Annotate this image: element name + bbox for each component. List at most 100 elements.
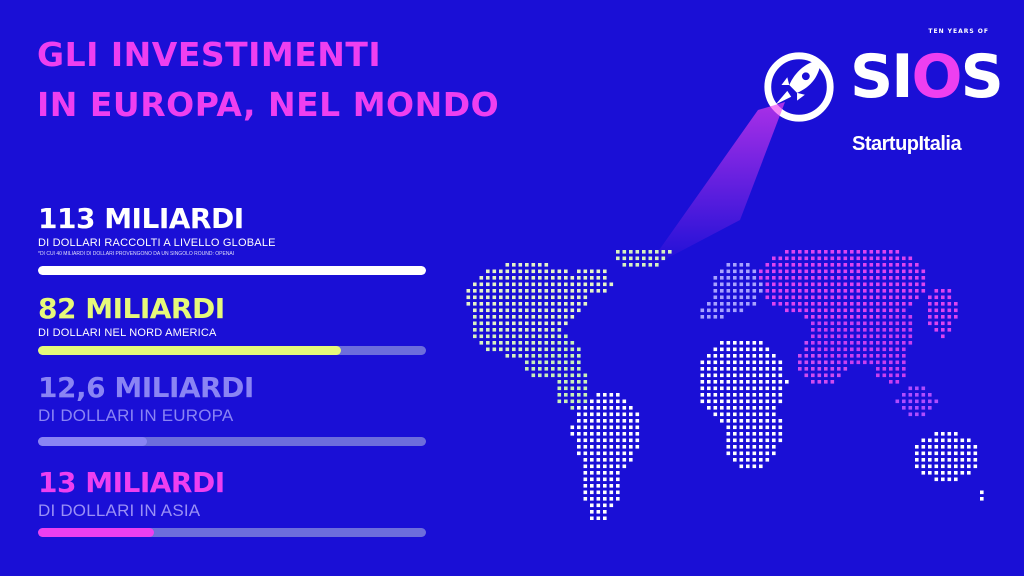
map-dot [765,432,770,436]
map-dot [928,406,932,410]
map-dot [499,321,503,326]
map-dot [531,289,536,293]
map-dot [791,289,796,293]
map-dot [622,425,627,430]
map-dot [557,308,562,313]
map-dot [557,328,562,332]
map-dot [869,360,874,365]
map-dot [928,464,932,469]
map-dot [850,289,854,293]
map-dot [512,269,516,274]
map-dot [941,471,945,475]
map-dot [609,458,614,462]
map-dot [603,497,607,501]
map-dot [603,282,607,287]
map-dot [843,334,848,339]
map-dot [564,380,568,384]
map-dot [895,354,900,358]
map-dot [752,289,757,293]
map-dot [700,315,705,319]
map-dot [564,393,568,397]
map-dot [726,295,731,300]
map-dot [713,367,718,371]
map-dot [603,276,607,280]
map-dot [512,302,516,306]
map-dot [590,438,594,443]
map-dot [583,464,588,469]
map-dot [941,464,945,469]
map-dot [492,308,497,313]
map-dot [772,445,776,449]
map-dot [882,328,887,332]
map-dot [908,393,913,397]
map-dot [577,295,581,300]
map-dot [791,295,796,300]
map-dot [830,341,835,345]
map-dot [551,367,555,371]
map-dot [941,334,945,339]
map-dot [941,295,945,300]
map-dot [759,360,763,365]
map-dot [700,393,705,397]
map-dot [824,341,828,345]
map-dot [882,367,887,371]
map-dot [746,263,750,267]
map-dot [518,328,523,332]
map-dot [830,295,835,300]
map-dot [824,321,828,326]
map-dot [824,256,828,261]
map-dot [863,315,867,319]
map-dot [635,432,640,436]
map-dot [765,295,770,300]
map-dot [804,341,809,345]
map-dot [726,354,731,358]
map-dot [772,367,776,371]
map-dot [622,458,627,462]
map-dot [707,354,711,358]
map-dot [746,458,750,462]
map-dot [882,373,887,378]
map-dot [837,289,841,293]
map-dot [590,419,594,423]
map-dot [746,295,750,300]
map-dot [518,347,523,352]
map-dot [707,360,711,365]
map-dot [934,432,939,436]
map-dot [921,393,926,397]
map-dot [700,360,705,365]
map-dot [876,347,880,352]
map-dot [765,360,770,365]
map-dot [902,360,906,365]
map-dot [583,393,588,397]
map-dot [525,302,529,306]
map-dot [817,302,822,306]
map-dot [570,360,575,365]
map-dot [863,328,867,332]
map-dot [843,354,848,358]
map-dot [843,269,848,274]
map-dot [622,464,627,469]
map-dot [811,282,815,287]
map-dot [479,282,484,287]
map-dot [889,367,893,371]
map-dot [928,321,932,326]
map-dot [596,432,601,436]
stat-value: 13 MILIARDI [38,466,225,499]
map-dot [843,289,848,293]
map-dot [531,302,536,306]
map-dot [947,445,952,449]
map-dot [512,282,516,287]
map-dot [778,263,783,267]
map-dot [785,302,789,306]
map-dot [915,445,919,449]
map-dot [876,315,880,319]
map-dot [531,321,536,326]
map-dot [882,347,887,352]
map-dot [856,308,861,313]
map-dot [746,464,750,469]
map-dot [603,289,607,293]
map-dot [720,360,724,365]
map-dot [505,308,510,313]
map-dot [863,360,867,365]
map-dot [967,438,971,443]
